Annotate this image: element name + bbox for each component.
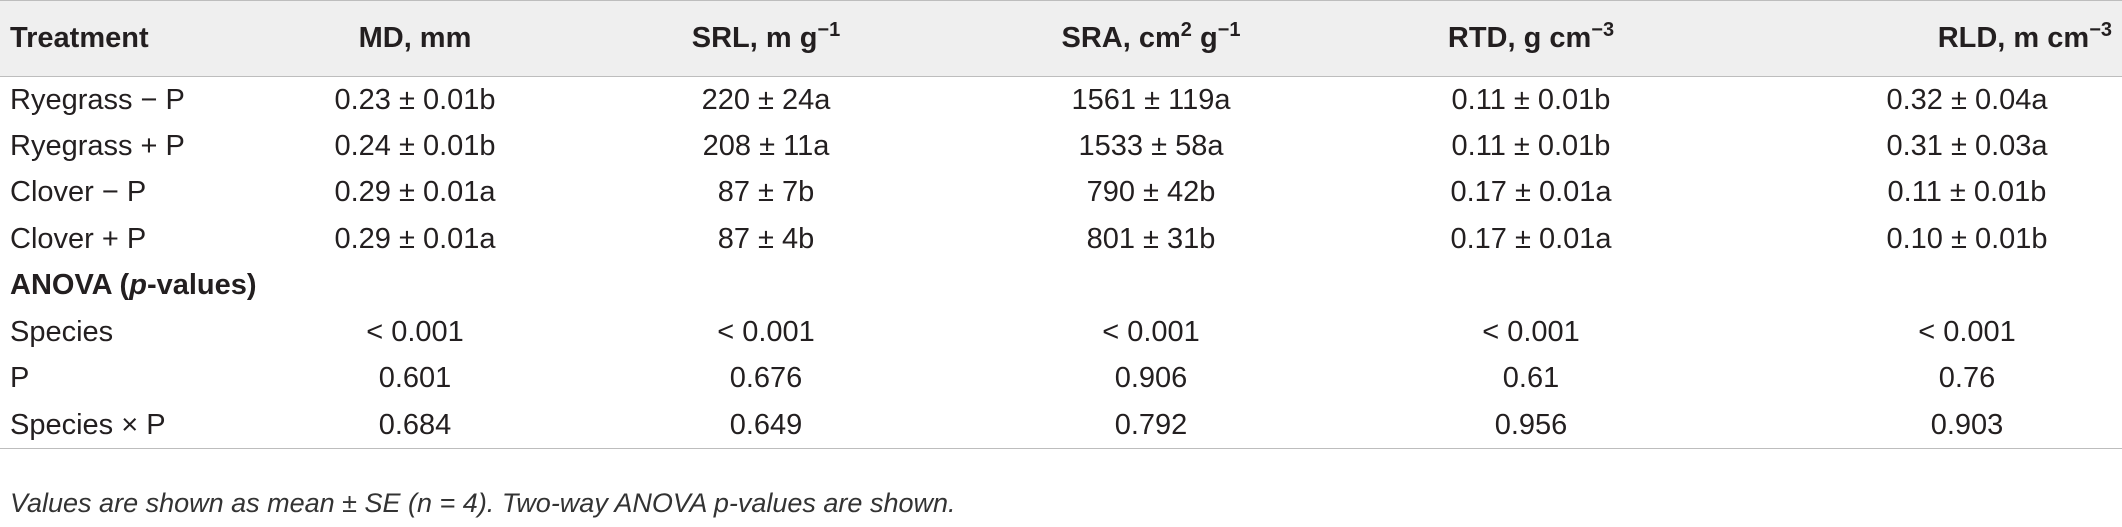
cell-md: 0.29 ± 0.01a bbox=[334, 176, 496, 209]
cell-srl: 87 ± 7b bbox=[717, 176, 815, 209]
table-row: Species × P 0.684 0.649 0.792 0.956 0.90… bbox=[0, 402, 2122, 449]
cell-rtd: 0.956 bbox=[1340, 402, 1722, 449]
anova-heading-post: -values) bbox=[146, 269, 257, 302]
header-srl-text: SRL, m g bbox=[691, 22, 818, 54]
cell-rtd: 0.11 ± 0.01b bbox=[1451, 129, 1611, 162]
cell-sra: 790 ± 42b bbox=[1086, 176, 1216, 209]
header-treatment: Treatment bbox=[0, 0, 260, 77]
header-row: Treatment MD, mm SRL, m g−1 SRA, cm2 g−1… bbox=[0, 0, 2122, 77]
cell-rld: 0.31 ± 0.03a bbox=[1886, 129, 2048, 162]
cell-rtd: 0.11 ± 0.01b bbox=[1451, 83, 1611, 116]
header-rld: RLD, m cm−3 bbox=[1722, 0, 2122, 77]
header-srl: SRL, m g−1 bbox=[570, 0, 962, 77]
cell-sra: 0.792 bbox=[962, 402, 1340, 449]
table-body: Ryegrass − P 0.23 ± 0.01b 220 ± 24a 1561… bbox=[0, 77, 2122, 449]
cell-treatment: Species bbox=[10, 315, 114, 348]
data-table-container: Treatment MD, mm SRL, m g−1 SRA, cm2 g−1… bbox=[0, 0, 2122, 449]
cell-srl: < 0.001 bbox=[717, 315, 815, 348]
cell-rld: 0.32 ± 0.04a bbox=[1886, 83, 2048, 116]
header-sra-mid: g bbox=[1191, 22, 1218, 54]
table-header: Treatment MD, mm SRL, m g−1 SRA, cm2 g−1… bbox=[0, 0, 2122, 77]
cell-md: < 0.001 bbox=[366, 315, 464, 348]
table-row: Species < 0.001 < 0.001 < 0.001 < 0.001 … bbox=[0, 309, 2122, 356]
cell-treatment: Clover − P bbox=[10, 176, 147, 209]
cell-rtd: 0.17 ± 0.01a bbox=[1450, 176, 1612, 209]
cell-md: 0.601 bbox=[378, 362, 452, 395]
cell-md: 0.24 ± 0.01b bbox=[334, 129, 496, 162]
cell-treatment: P bbox=[10, 362, 30, 395]
cell-md: 0.29 ± 0.01a bbox=[334, 222, 496, 255]
cell-srl: 0.676 bbox=[729, 362, 803, 395]
cell-treatment: Species × P bbox=[0, 402, 260, 449]
cell-sra: < 0.001 bbox=[1102, 315, 1200, 348]
cell-srl: 87 ± 4b bbox=[717, 222, 815, 255]
cell-md: 0.23 ± 0.01b bbox=[334, 83, 496, 116]
table-row: Ryegrass + P 0.24 ± 0.01b 208 ± 11a 1533… bbox=[0, 123, 2122, 170]
cell-rld: 0.11 ± 0.01b bbox=[1887, 176, 2047, 209]
cell-sra: 1561 ± 119a bbox=[1071, 83, 1231, 116]
anova-heading: ANOVA (p-values) bbox=[0, 263, 2122, 310]
cell-rld: 0.903 bbox=[1722, 402, 2122, 449]
header-md: MD, mm bbox=[260, 0, 570, 77]
cell-treatment: Clover + P bbox=[10, 222, 147, 255]
cell-sra: 801 ± 31b bbox=[1086, 222, 1216, 255]
header-rtd-sup: −3 bbox=[1591, 19, 1615, 41]
cell-rtd: 0.17 ± 0.01a bbox=[1450, 222, 1612, 255]
cell-md: 0.684 bbox=[260, 402, 570, 449]
table-row: Ryegrass − P 0.23 ± 0.01b 220 ± 24a 1561… bbox=[0, 77, 2122, 124]
cell-rtd: < 0.001 bbox=[1482, 315, 1580, 348]
anova-section-row: ANOVA (p-values) bbox=[0, 263, 2122, 310]
header-sra: SRA, cm2 g−1 bbox=[962, 0, 1340, 77]
header-sra-sup1: 2 bbox=[1180, 19, 1192, 41]
table-row: Clover − P 0.29 ± 0.01a 87 ± 7b 790 ± 42… bbox=[0, 170, 2122, 217]
header-rtd: RTD, g cm−3 bbox=[1340, 0, 1722, 77]
table-row: P 0.601 0.676 0.906 0.61 0.76 bbox=[0, 356, 2122, 403]
cell-treatment: Ryegrass + P bbox=[10, 129, 185, 162]
header-rld-sup: −3 bbox=[2089, 19, 2112, 41]
header-sra-sup2: −1 bbox=[1217, 19, 1241, 41]
cell-sra: 1533 ± 58a bbox=[1078, 129, 1224, 162]
table-row: Clover + P 0.29 ± 0.01a 87 ± 4b 801 ± 31… bbox=[0, 216, 2122, 263]
cell-srl: 208 ± 11a bbox=[702, 129, 830, 162]
header-sra-text: SRA, cm bbox=[1061, 22, 1181, 54]
cell-srl: 220 ± 24a bbox=[701, 83, 831, 116]
cell-rld: < 0.001 bbox=[1918, 315, 2016, 348]
header-rld-text: RLD, m cm bbox=[1937, 22, 2090, 54]
cell-rld: 0.10 ± 0.01b bbox=[1886, 222, 2048, 255]
cell-srl: 0.649 bbox=[570, 402, 962, 449]
header-rtd-text: RTD, g cm bbox=[1447, 22, 1592, 54]
cell-treatment: Ryegrass − P bbox=[10, 83, 185, 116]
cell-rtd: 0.61 bbox=[1502, 362, 1560, 395]
anova-heading-pre: ANOVA ( bbox=[10, 269, 130, 302]
cell-rld: 0.76 bbox=[1938, 362, 1996, 395]
table-footnote: Values are shown as mean ± SE (n = 4). T… bbox=[10, 488, 956, 518]
root-traits-table: Treatment MD, mm SRL, m g−1 SRA, cm2 g−1… bbox=[0, 0, 2122, 449]
anova-heading-italic: p bbox=[129, 269, 147, 302]
cell-sra: 0.906 bbox=[1114, 362, 1188, 395]
header-srl-sup: −1 bbox=[817, 19, 841, 41]
